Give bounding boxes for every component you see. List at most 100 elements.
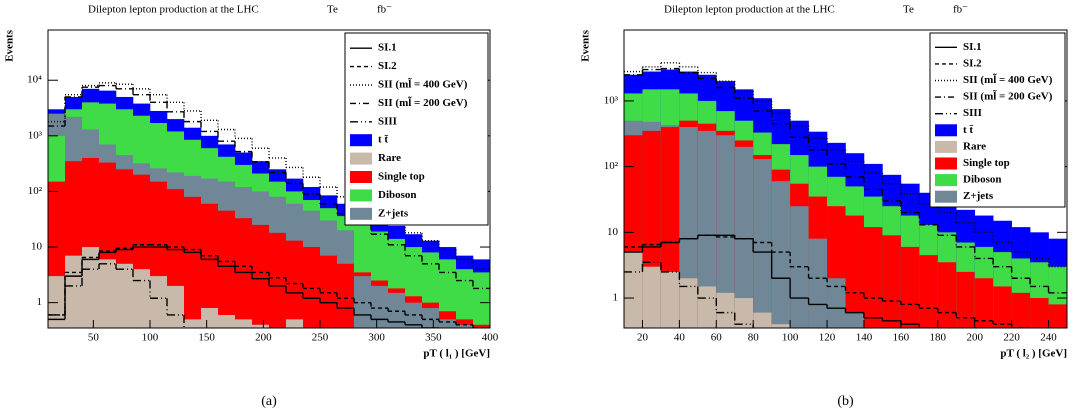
x-tick-label: 250: [312, 332, 329, 344]
histogram-bar: [624, 252, 643, 328]
legend-swatch: [935, 124, 957, 137]
histogram-bar: [133, 269, 151, 328]
histogram-bar: [218, 314, 236, 328]
histogram-bar: [235, 218, 253, 328]
legend-label: SI.1: [963, 41, 982, 53]
title-lumi-unit: fb⁻: [377, 4, 392, 16]
x-tick-label: 200: [966, 332, 983, 344]
legend-label: Single top: [963, 157, 1010, 169]
histogram-bar: [201, 203, 219, 328]
x-tick-label: 180: [930, 332, 947, 344]
histogram-bar: [1048, 304, 1067, 328]
histogram-bar: [679, 127, 699, 328]
histogram-bar: [439, 319, 457, 328]
histogram-bar: [269, 332, 286, 333]
legend-label: Diboson: [378, 189, 417, 201]
histogram-bar: [956, 271, 976, 328]
histogram-bar: [863, 227, 883, 328]
y-tick-label: 10²: [604, 160, 619, 172]
y-tick-label: 10: [31, 241, 43, 253]
x-tick-label: 350: [425, 332, 442, 344]
x-tick-label: 240: [1040, 332, 1057, 344]
histogram-bar: [1011, 292, 1031, 328]
histogram-bar: [269, 232, 287, 328]
histogram-bar: [388, 292, 406, 328]
x-tick-label: 300: [368, 332, 385, 344]
x-tick-label: 100: [782, 332, 799, 344]
histogram-bar: [919, 255, 939, 328]
legend-swatch: [350, 152, 372, 165]
legend-label: SIII: [963, 107, 982, 119]
histogram-bar: [252, 224, 270, 328]
legend: SI.1 SI.2 SII (ml̃ = 400 GeV) SII (ml̃ = 20…: [929, 32, 1066, 208]
histogram-bar: [320, 255, 338, 328]
legend-label: SIII: [378, 115, 397, 127]
legend-label: t t̄: [963, 124, 973, 136]
histogram-bar: [827, 278, 846, 328]
legend-swatch: [935, 157, 957, 170]
x-tick-label: 80: [748, 332, 760, 344]
legend-label: SII (ml̃ = 200 GeV): [378, 96, 468, 109]
histogram-bar: [771, 181, 791, 328]
histogram-bar: [252, 324, 270, 328]
x-tick-label: 400: [482, 332, 499, 344]
histogram-bar: [734, 146, 754, 328]
y-tick-label: 10⁴: [27, 74, 42, 86]
legend-label: SI.1: [378, 42, 397, 54]
histogram-bar: [48, 276, 66, 328]
legend-label: SI.2: [378, 60, 397, 72]
histogram-bar: [99, 259, 117, 328]
histogram-bar: [808, 238, 828, 328]
legend-label: Z+jets: [963, 190, 994, 202]
histogram-bar: [286, 319, 304, 328]
histogram-bar: [771, 324, 791, 328]
histogram-bar: [974, 278, 994, 328]
panel: Dilepton lepton production at the LHC Te f…: [4, 4, 499, 410]
legend: SI.1 SI.2 SII (ml̃ = 400 GeV) SII (ml̃ = 20…: [344, 32, 489, 226]
x-tick-label: 220: [1003, 332, 1020, 344]
x-tick-label: 140: [856, 332, 873, 344]
histogram-bar: [65, 255, 83, 328]
caption: (b): [837, 394, 854, 409]
legend-label: Z+jets: [378, 207, 409, 219]
chart-title: Dilepton lepton production at the LHC: [664, 4, 835, 16]
histogram-bar: [116, 263, 134, 328]
x-tick-label: 50: [88, 332, 100, 344]
x-tick-label: 100: [142, 332, 159, 344]
histogram-bar: [473, 272, 490, 328]
legend-swatch: [935, 174, 957, 187]
legend-label: Rare: [378, 152, 401, 164]
histogram-bar: [882, 235, 902, 328]
legend-swatch: [350, 171, 372, 183]
histogram-bar: [679, 278, 699, 328]
y-tick-label: 10: [607, 226, 619, 238]
histogram-bar: [473, 324, 490, 328]
histogram-bar: [456, 319, 474, 328]
x-axis-label: pT ( l₁ ) [GeV]: [423, 348, 490, 360]
histogram-bar: [716, 135, 736, 328]
histogram-bar: [201, 308, 219, 328]
title-lumi-unit: fb⁻: [953, 4, 968, 16]
plot-area: [48, 82, 490, 333]
x-tick-label: 120: [819, 332, 836, 344]
x-tick-label: 200: [255, 332, 272, 344]
histogram-bar: [184, 196, 202, 328]
histogram-bar: [993, 286, 1012, 328]
chart-title: Dilepton lepton production at the LHC: [88, 4, 259, 16]
x-tick-label: 60: [711, 332, 723, 344]
x-tick-label: 150: [198, 332, 215, 344]
histogram-bar: [845, 215, 865, 328]
legend-label: SI.2: [963, 57, 982, 69]
histogram-bar: [697, 286, 717, 328]
histogram-bar: [439, 259, 457, 328]
histogram-bar: [660, 271, 680, 328]
histogram-bar: [697, 130, 717, 328]
y-tick-label: 10³: [604, 94, 619, 106]
x-tick-label: 160: [893, 332, 910, 344]
histogram-bar: [753, 159, 772, 328]
histogram-bar: [337, 263, 355, 328]
legend-label: t t̄: [378, 134, 388, 146]
histogram-bar: [716, 292, 736, 328]
panel: Dilepton lepton production at the LHC Te f…: [580, 4, 1068, 409]
